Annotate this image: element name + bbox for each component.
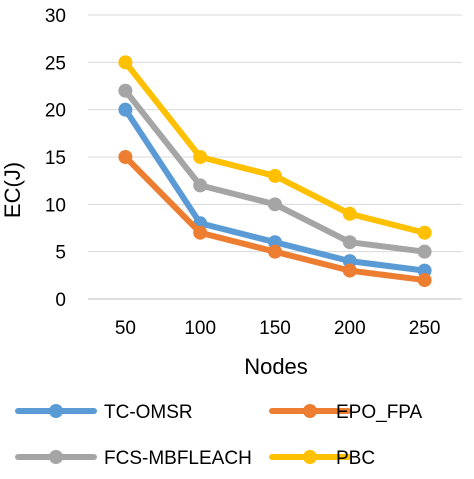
x-tick-label: 100 [184,318,216,339]
y-tick-label: 10 [45,195,66,216]
legend-swatch-marker [303,450,317,464]
x-axis-title: Nodes [244,354,308,379]
y-tick-label: 15 [45,148,66,169]
data-point [268,197,282,212]
legend-item: EPO_FPA [269,402,423,423]
y-tick-label: 0 [55,290,66,311]
y-tick-label: 25 [45,53,66,74]
legend-label: PBC [336,448,375,469]
y-tick-label: 5 [55,243,66,264]
data-point [118,55,133,70]
x-tick-label: 150 [259,318,291,339]
legend-swatch-marker [49,404,63,418]
data-point [417,244,432,259]
y-axis-title: EC(J) [0,162,25,218]
data-point [118,150,133,164]
data-point [193,150,208,164]
y-tick-label: 30 [45,6,66,27]
series-2 [118,83,432,259]
legend-label: EPO_FPA [336,402,423,423]
x-tick-label: 50 [115,318,136,339]
data-point [193,178,208,193]
x-tick-label: 250 [409,318,441,339]
legend: TC-OMSR EPO_FPA FCS-MBFLEACH PBC [15,402,423,469]
data-point [268,244,282,259]
data-point [118,83,133,98]
data-point [342,263,357,278]
data-point [268,168,282,183]
legend-swatch-marker [303,404,317,418]
y-axis-ticks: 0 5 10 15 20 25 30 [45,6,66,311]
data-point [417,273,432,288]
data-point [342,206,357,221]
series-3 [118,55,432,240]
series-1 [118,150,432,288]
x-axis-ticks: 50 100 150 200 250 [115,318,441,339]
legend-label: FCS-MBFLEACH [104,448,252,469]
x-tick-label: 200 [334,318,366,339]
data-point [118,102,133,117]
legend-item: PBC [269,448,375,469]
legend-item: TC-OMSR [15,402,193,423]
data-point [342,235,357,250]
legend-item: FCS-MBFLEACH [15,448,252,469]
legend-label: TC-OMSR [104,402,193,423]
data-point [193,225,208,240]
series-lines [118,55,432,288]
legend-swatch-marker [49,450,63,464]
data-point [417,225,432,240]
y-tick-label: 20 [45,101,66,122]
